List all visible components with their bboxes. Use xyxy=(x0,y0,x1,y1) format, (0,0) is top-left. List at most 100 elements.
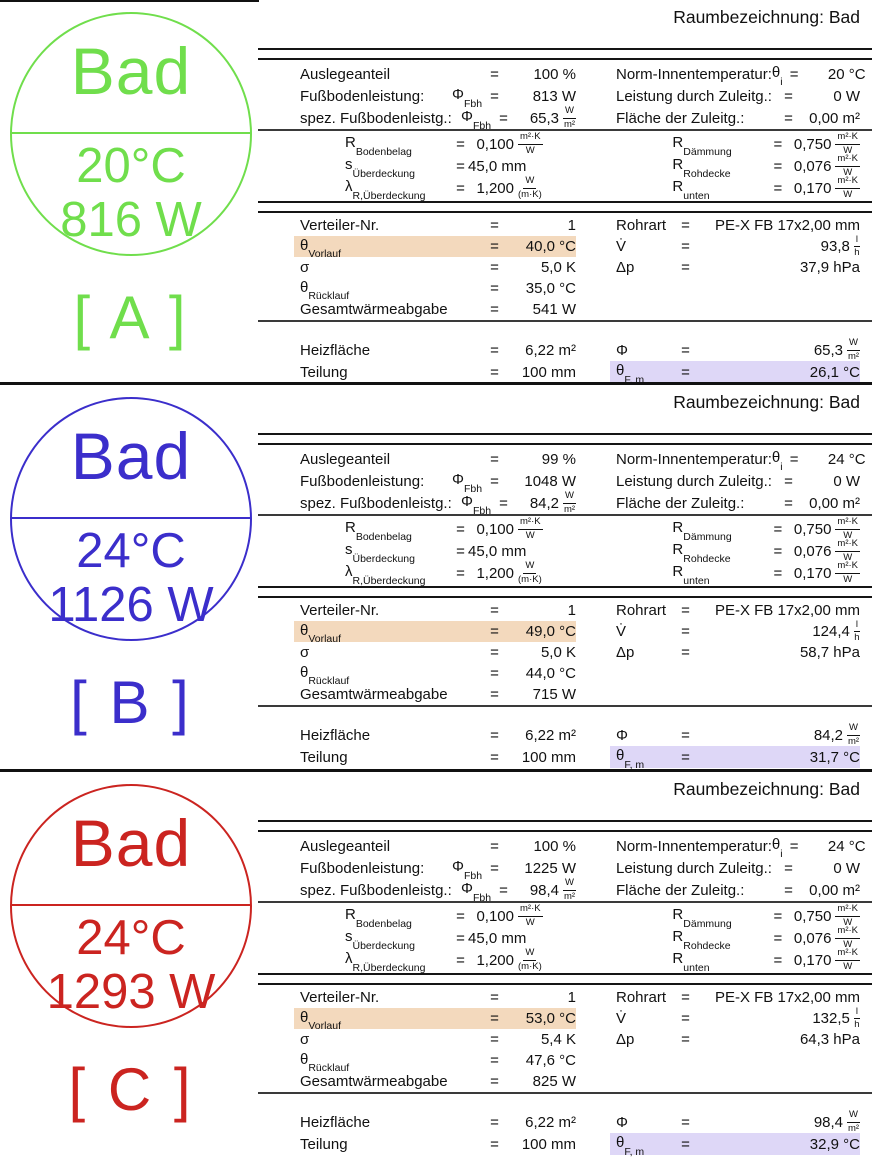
param-value: 0,076 xyxy=(793,929,832,947)
double-rule xyxy=(258,433,872,445)
delta-p-symbol: Δp xyxy=(616,1031,635,1048)
row-leistung-zuleitung: Leistung durch Zuleitg.: = 0 W xyxy=(616,85,860,107)
unit-m2k-per-w: m²·K W xyxy=(835,153,860,178)
sigma-symbol: σ xyxy=(300,259,310,276)
equals-sign: = xyxy=(789,837,799,855)
param-value: 0,170 xyxy=(793,564,832,582)
row-druckverlust: Δp = 64,3 hPa xyxy=(616,1029,860,1050)
param-value: 84,2 xyxy=(529,494,560,512)
param-value: 0,100 xyxy=(476,907,514,925)
param-label: spez. Fußbodenleistg.: xyxy=(300,494,452,512)
param-value: 541 W xyxy=(532,301,576,318)
subscript: unten xyxy=(683,574,710,587)
param-label: Heizfläche xyxy=(300,341,371,359)
row-heizflaeche: Heizfläche = 6,22 m² xyxy=(300,1111,576,1133)
equals-sign: = xyxy=(681,644,690,661)
equals-sign: = xyxy=(490,65,499,83)
param-value: 31,7 °C xyxy=(809,748,860,766)
unit-m2k-per-w: m²·K W xyxy=(518,516,543,541)
row-teilung: Teilung = 100 mm xyxy=(300,361,576,383)
room-circle: Bad 24°C 1293 W xyxy=(10,784,252,1028)
vdot-symbol: V̇ xyxy=(616,1010,627,1027)
row-theta-vorlauf: θVorlauf = 40,0 °C xyxy=(294,236,576,260)
param-label: Norm-Innentemperatur: xyxy=(616,837,772,855)
param-label: Rohrart xyxy=(616,989,667,1006)
param-value: 100 mm xyxy=(521,1135,576,1153)
param-label: Leistung durch Zuleitg.: xyxy=(616,859,772,877)
equals-sign: = xyxy=(456,564,465,582)
room-data-panel: Raumbezeichnung: Bad Auslegeanteil = 100 %… xyxy=(258,772,872,1172)
subscript: Fbh xyxy=(463,482,483,495)
param-label: Fläche der Zuleitg.: xyxy=(616,494,745,512)
param-value: 100 % xyxy=(533,65,576,83)
section-header: Raumbezeichnung: Bad xyxy=(673,7,860,27)
subscript: R,Überdeckung xyxy=(352,574,426,587)
equals-sign: = xyxy=(784,109,793,127)
subscript: Fbh xyxy=(463,869,483,882)
param-value: 5,0 K xyxy=(540,259,576,276)
subscript: Dämmung xyxy=(683,145,732,158)
r-rohdecke-symbol: RRohdecke xyxy=(672,928,731,952)
phi-symbol: Φ xyxy=(616,1113,628,1131)
param-value: 124,4 xyxy=(812,623,850,640)
surface-block: Heizfläche = 6,22 m² Teilung = 100 mm Φ = 65,3… xyxy=(258,337,872,386)
row-s-ueberdeckung: sÜberdeckung = 45,0 mm xyxy=(345,927,576,951)
equals-sign: = xyxy=(773,951,783,969)
subscript: R,Überdeckung xyxy=(352,961,426,974)
equals-sign: = xyxy=(499,109,508,127)
param-value: 26,1 °C xyxy=(809,363,860,381)
row-norm-innentemperatur: Norm-Innentemperatur: θi = 24 °C xyxy=(616,835,866,859)
equals-sign: = xyxy=(490,301,499,318)
equals-sign: = xyxy=(681,341,690,359)
room-data-panel: Raumbezeichnung: Bad Auslegeanteil = 99 % … xyxy=(258,385,872,772)
subscript: Überdeckung xyxy=(352,552,415,565)
delta-p-symbol: Δp xyxy=(616,644,635,661)
subscript: Rücklauf xyxy=(308,1062,350,1075)
row-heizflaeche: Heizfläche = 6,22 m² xyxy=(300,339,576,361)
equals-sign: = xyxy=(490,87,499,105)
theta-fm-symbol: θF, m xyxy=(616,362,645,386)
param-value: 5,0 K xyxy=(540,644,576,661)
r-unten-symbol: Runten xyxy=(672,950,710,974)
equals-sign: = xyxy=(499,881,508,899)
param-value: 65,3 xyxy=(529,109,560,127)
theta-fm-symbol: θF, m xyxy=(616,747,645,771)
subscript: Bodenbelag xyxy=(355,530,412,543)
equals-sign: = xyxy=(490,1010,499,1027)
param-value: 47,6 °C xyxy=(525,1052,576,1069)
param-value: 0,00 m² xyxy=(809,881,860,899)
row-r-rohdecke: RRohdecke = 0,076 m²·K W xyxy=(616,925,860,952)
variant-tag: [ B ] xyxy=(70,669,192,736)
equals-sign: = xyxy=(773,907,783,925)
row-teilung: Teilung = 100 mm xyxy=(300,1133,576,1155)
row-druckverlust: Δp = 37,9 hPa xyxy=(616,257,860,278)
row-verteiler-nr: Verteiler-Nr. = 1 xyxy=(300,600,576,621)
room-power: 816 W xyxy=(60,193,202,247)
param-label: Fläche der Zuleitg.: xyxy=(616,109,745,127)
param-value: 98,4 xyxy=(529,881,560,899)
row-theta-ruecklauf: θRücklauf = 35,0 °C xyxy=(300,278,576,302)
row-auslegeanteil: Auslegeanteil = 100 % xyxy=(300,835,576,857)
double-rule xyxy=(258,201,872,213)
equals-sign: = xyxy=(681,989,690,1006)
theta-ruecklauf-symbol: θRücklauf xyxy=(300,1050,350,1075)
param-label: Rohrart xyxy=(616,217,667,234)
phi-fbh-symbol: ΦFbh xyxy=(452,108,496,131)
single-rule xyxy=(258,514,872,516)
row-r-unten: Runten = 0,170 m²·K W xyxy=(616,560,860,587)
unit-m2k-per-w: m²·K W xyxy=(518,131,543,156)
param-value: 100 mm xyxy=(521,748,576,766)
row-verteiler-nr: Verteiler-Nr. = 1 xyxy=(300,215,576,236)
param-value: 24 °C xyxy=(827,450,866,468)
row-theta-fm: θF, m = 31,7 °C xyxy=(610,746,860,771)
param-value: 58,7 hPa xyxy=(799,644,860,661)
equals-sign: = xyxy=(456,929,465,947)
phi-symbol: Φ xyxy=(616,341,628,359)
param-label: Verteiler-Nr. xyxy=(300,602,380,619)
unit-m2k-per-w: m²·K W xyxy=(835,516,860,541)
param-value: 1 xyxy=(567,989,576,1006)
